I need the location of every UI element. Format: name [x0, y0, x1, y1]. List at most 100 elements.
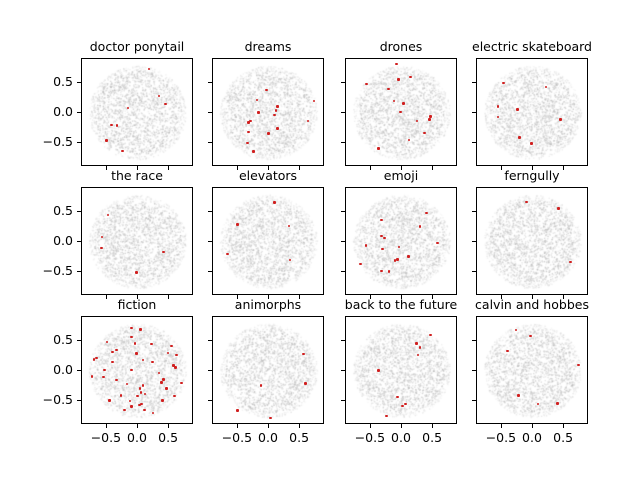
y-tick-mark	[341, 211, 345, 212]
y-tick-label: −0.5	[42, 263, 73, 278]
subplot-title: dreams	[244, 39, 292, 54]
y-tick-label: 0.0	[53, 233, 73, 248]
data-point	[406, 255, 410, 258]
y-tick-mark	[208, 271, 212, 272]
data-point	[157, 371, 161, 375]
data-point	[397, 245, 401, 249]
data-point	[418, 225, 422, 228]
x-tick-label: 0.0	[258, 430, 278, 445]
data-point	[160, 399, 164, 402]
data-point	[428, 118, 431, 121]
subplot-axes	[212, 58, 325, 167]
data-point	[288, 258, 292, 262]
data-point	[577, 363, 580, 367]
y-tick-label: 0.5	[53, 74, 73, 89]
data-point	[99, 246, 103, 250]
data-point	[151, 360, 154, 364]
data-point	[252, 150, 255, 153]
data-point	[364, 244, 368, 247]
data-point	[135, 352, 139, 355]
x-tick-mark	[137, 295, 138, 299]
subplot-axes	[345, 316, 458, 425]
data-point	[555, 402, 559, 405]
x-tick-label: 0.0	[127, 430, 147, 445]
x-tick-mark	[432, 166, 434, 170]
subplot-axes	[81, 58, 194, 167]
data-point	[301, 352, 305, 356]
x-tick-mark	[563, 424, 565, 428]
data-point	[387, 270, 391, 273]
data-point	[506, 349, 509, 353]
x-tick-mark	[532, 295, 533, 299]
x-tick-mark	[105, 424, 107, 428]
data-point	[173, 394, 176, 398]
y-tick-mark	[341, 340, 345, 341]
data-point	[114, 378, 118, 382]
x-tick-label: −0.5	[221, 430, 253, 445]
data-point	[150, 342, 153, 346]
data-point	[126, 106, 130, 110]
data-point	[404, 402, 408, 406]
y-tick-mark	[208, 370, 212, 371]
data-point	[557, 207, 560, 210]
x-tick-mark	[236, 295, 238, 299]
subplot-title: ferngully	[504, 168, 560, 183]
x-tick-mark	[369, 166, 371, 170]
x-tick-mark	[563, 295, 565, 299]
x-tick-mark	[137, 166, 138, 170]
data-point	[544, 85, 548, 89]
data-point	[106, 213, 110, 217]
x-tick-label: −0.5	[485, 430, 517, 445]
x-tick-mark	[432, 424, 434, 428]
data-point	[569, 260, 572, 264]
data-point	[365, 82, 368, 86]
y-tick-mark	[341, 400, 345, 401]
y-tick-label: −0.5	[42, 392, 73, 407]
x-tick-mark	[532, 166, 533, 170]
data-point	[559, 118, 562, 121]
data-point	[415, 119, 419, 123]
subplot-title: animorphs	[234, 297, 302, 312]
data-point	[393, 259, 397, 262]
subplot-title: back to the future	[344, 297, 458, 312]
data-point	[130, 405, 134, 408]
data-point	[381, 247, 384, 251]
subplot-title: electric skateboard	[472, 39, 592, 54]
data-point	[138, 387, 142, 390]
y-tick-label: 0.5	[53, 203, 73, 218]
data-point	[257, 111, 260, 114]
y-tick-label: 0.0	[53, 104, 73, 119]
data-point	[416, 353, 420, 357]
subplot-title: doctor ponytail	[89, 39, 185, 54]
data-point	[276, 127, 279, 130]
data-point	[151, 411, 155, 415]
data-point	[140, 402, 144, 406]
data-point	[245, 141, 249, 145]
data-point	[273, 113, 276, 117]
data-point	[108, 399, 111, 402]
subplot-axes	[81, 187, 194, 296]
data-point	[247, 121, 250, 124]
y-tick-mark	[472, 340, 476, 341]
data-point	[395, 62, 398, 66]
subplot-title: drones	[379, 39, 423, 54]
background-point-cloud	[346, 59, 458, 167]
data-point	[265, 88, 268, 92]
x-tick-mark	[268, 424, 269, 428]
data-point	[383, 236, 386, 240]
data-point	[111, 350, 114, 354]
x-tick-mark	[168, 424, 170, 428]
data-point	[276, 105, 279, 108]
data-point	[516, 108, 519, 111]
background-point-cloud	[477, 188, 589, 296]
data-point	[139, 391, 143, 394]
data-point	[90, 375, 94, 378]
x-tick-mark	[432, 295, 434, 299]
data-point	[136, 394, 139, 398]
data-point	[92, 358, 96, 361]
y-tick-mark	[77, 400, 81, 401]
x-tick-label: −0.5	[354, 430, 386, 445]
subplot-axes	[345, 187, 458, 296]
data-point	[139, 328, 142, 331]
